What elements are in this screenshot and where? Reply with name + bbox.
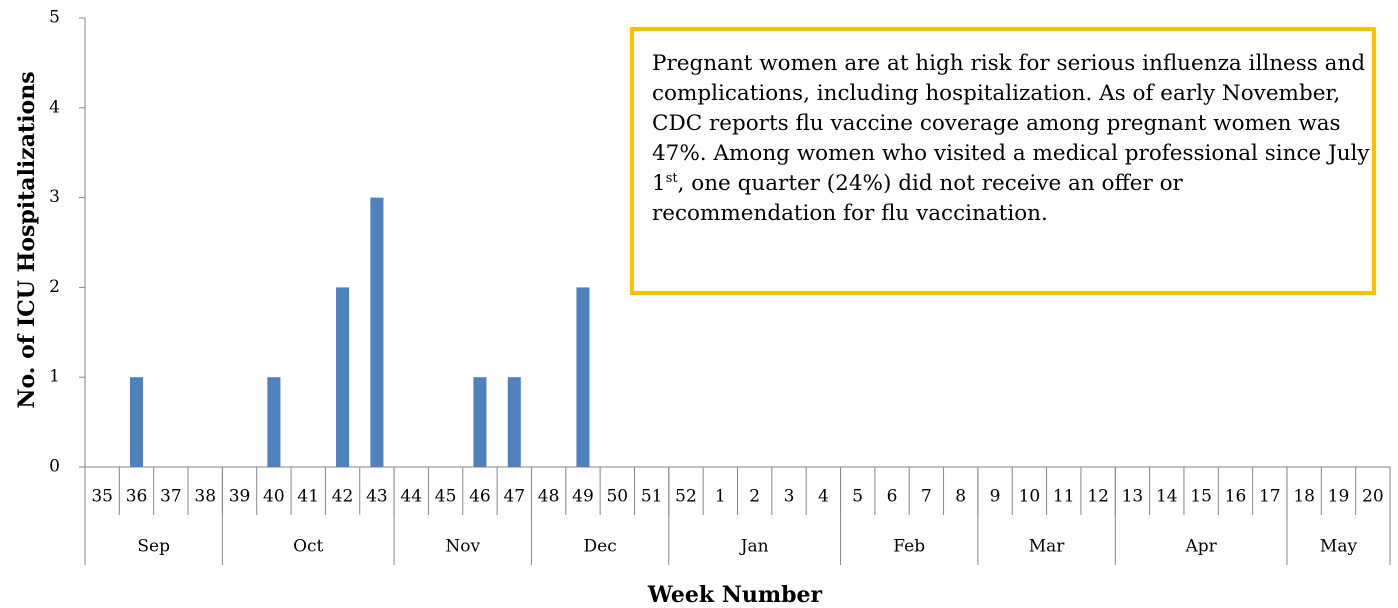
x-tick-label: 44 (400, 487, 422, 507)
x-tick-label: 3 (784, 487, 795, 507)
annotation-superscript: st (665, 170, 678, 186)
x-tick-label: 19 (1328, 487, 1350, 507)
month-label: May (1320, 537, 1358, 557)
x-tick-label: 1 (715, 487, 726, 507)
y-tick-label: 3 (49, 187, 60, 207)
x-tick-label: 8 (955, 487, 966, 507)
annotation: Pregnant women are at high risk for seri… (630, 27, 1376, 295)
x-tick-label: 48 (538, 487, 560, 507)
x-tick-label: 20 (1362, 487, 1384, 507)
x-tick-label: 43 (366, 487, 388, 507)
x-tick-label: 52 (675, 487, 697, 507)
bar (576, 287, 590, 467)
bar (129, 377, 144, 467)
annotation-text: Pregnant women are at high risk for seri… (652, 51, 1370, 196)
y-tick-label: 5 (49, 8, 60, 28)
month-label: Jan (739, 537, 769, 557)
month-label: Feb (893, 537, 925, 557)
x-tick-label: 46 (469, 487, 491, 507)
x-tick-label: 15 (1190, 487, 1212, 507)
x-tick-label: 42 (332, 487, 354, 507)
x-tick-label: 45 (435, 487, 457, 507)
y-axis-label: No. of ICU Hospitalizations (14, 71, 40, 408)
month-label: Oct (293, 537, 323, 557)
bar (336, 287, 350, 467)
x-tick-label: 2 (749, 487, 760, 507)
x-tick-label: 6 (887, 487, 898, 507)
x-tick-label: 4 (818, 487, 829, 507)
month-label: Sep (137, 537, 170, 557)
x-tick-label: 5 (852, 487, 863, 507)
x-axis-label: Week Number (647, 582, 823, 608)
month-label: Dec (584, 537, 617, 557)
bar (473, 377, 487, 467)
x-tick-label: 47 (503, 487, 525, 507)
x-tick-label: 10 (1019, 487, 1041, 507)
x-tick-label: 38 (194, 487, 216, 507)
x-tick-label: 37 (160, 487, 182, 507)
x-tick-label: 35 (91, 487, 113, 507)
y-tick-label: 1 (49, 367, 60, 387)
y-tick-label: 4 (49, 97, 60, 117)
y-tick-label: 0 (49, 457, 60, 477)
x-tick-label: 39 (229, 487, 251, 507)
y-tick-label: 2 (49, 277, 60, 297)
x-tick-label: 12 (1087, 487, 1109, 507)
x-tick-label: 40 (263, 487, 285, 507)
bar (267, 377, 281, 467)
bar (370, 197, 384, 467)
x-tick-label: 18 (1293, 487, 1315, 507)
x-tick-label: 49 (572, 487, 594, 507)
x-tick-label: 14 (1156, 487, 1178, 507)
month-label: Mar (1029, 537, 1066, 557)
x-tick-label: 13 (1122, 487, 1144, 507)
x-tick-label: 16 (1225, 487, 1247, 507)
month-label: Apr (1184, 537, 1217, 557)
x-tick-label: 36 (126, 487, 148, 507)
annotation-text: , one quarter (24%) did not receive an o… (652, 171, 1183, 226)
x-tick-label: 51 (641, 487, 663, 507)
month-label: Nov (445, 537, 480, 557)
bar (507, 377, 521, 467)
x-tick-label: 41 (297, 487, 319, 507)
x-tick-label: 11 (1053, 487, 1075, 507)
x-tick-label: 9 (990, 487, 1001, 507)
x-tick-label: 17 (1259, 487, 1281, 507)
x-tick-label: 7 (921, 487, 932, 507)
x-tick-label: 50 (606, 487, 628, 507)
